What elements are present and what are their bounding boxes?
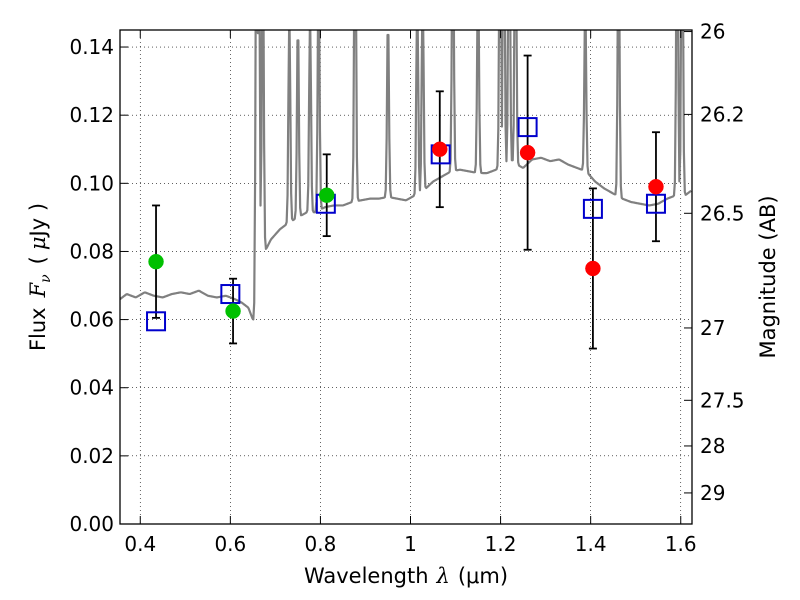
red-data-point-2 (585, 260, 601, 277)
model-spectrum (120, 30, 692, 321)
x-axis-label-word: Wavelength (304, 564, 429, 588)
x-tick-label: 0.8 (305, 532, 337, 556)
right-magnitude-axis-ticks: 26 26.2 26.5 27 27.5 28 29 (684, 20, 745, 505)
y-axis-label: Flux Fν ( μJy ) (26, 203, 54, 351)
right-axis-tick-label: 26.5 (700, 201, 745, 225)
spectrum-line (120, 30, 692, 321)
y-axis-label-f: F (26, 281, 50, 298)
model-square-4 (517, 117, 538, 138)
x-axis-ticks: 0.4 0.6 0.8 1 1.2 1.4 1.6 (124, 30, 697, 556)
right-axis-tick-label: 26 (700, 20, 725, 44)
x-axis-label: Wavelength λ (μm) (304, 564, 508, 588)
right-axis-label: Magnitude (AB) (756, 195, 780, 358)
observed-photometry-points (148, 141, 664, 319)
y-tick-label: 0.14 (69, 35, 114, 59)
red-data-point-1 (519, 144, 536, 161)
x-tick-label: 1.6 (665, 532, 697, 556)
y-tick-label: 0.00 (69, 512, 114, 536)
green-data-point-2 (318, 187, 335, 203)
right-axis-tick-label: 27 (700, 316, 725, 340)
y-tick-label: 0.08 (69, 239, 114, 263)
right-axis-tick-label: 27.5 (700, 388, 745, 412)
y-axis-label-word: Flux (26, 307, 50, 351)
y-tick-label: 0.10 (69, 171, 114, 195)
x-axis-label-unit: (μm) (458, 564, 508, 588)
x-tick-label: 1.2 (485, 532, 517, 556)
model-square-1 (220, 284, 241, 305)
green-data-point-1 (225, 303, 241, 319)
right-axis-tick-label: 26.2 (700, 102, 745, 126)
plot-frame (119, 29, 693, 525)
x-tick-label: 1.4 (575, 532, 607, 556)
red-data-point-0 (432, 141, 448, 157)
y-axis-ticks: 0.00 0.02 0.04 0.06 0.08 0.10 0.12 0.14 (69, 35, 128, 536)
y-axis-label-mu: μ (26, 236, 50, 250)
green-data-point-0 (148, 253, 164, 270)
y-axis-label-unit: Jy ) (26, 203, 50, 239)
y-axis-label-paren: ( (26, 256, 50, 264)
right-axis-tick-label: 29 (700, 481, 725, 505)
right-axis-tick-label: 28 (700, 434, 725, 458)
x-tick-label: 0.6 (214, 532, 246, 556)
x-tick-label: 1 (404, 532, 417, 556)
y-tick-label: 0.06 (69, 308, 114, 332)
y-axis-label-nu: ν (38, 274, 54, 283)
model-square-6 (645, 193, 666, 214)
x-tick-label: 0.4 (124, 532, 156, 556)
x-axis-label-lambda: λ (436, 564, 450, 588)
y-tick-label: 0.04 (69, 376, 114, 400)
model-square-0 (146, 311, 167, 332)
red-data-point-3 (648, 178, 664, 195)
y-tick-label: 0.12 (69, 103, 114, 127)
y-tick-label: 0.02 (69, 444, 114, 468)
model-square-5 (582, 198, 603, 219)
